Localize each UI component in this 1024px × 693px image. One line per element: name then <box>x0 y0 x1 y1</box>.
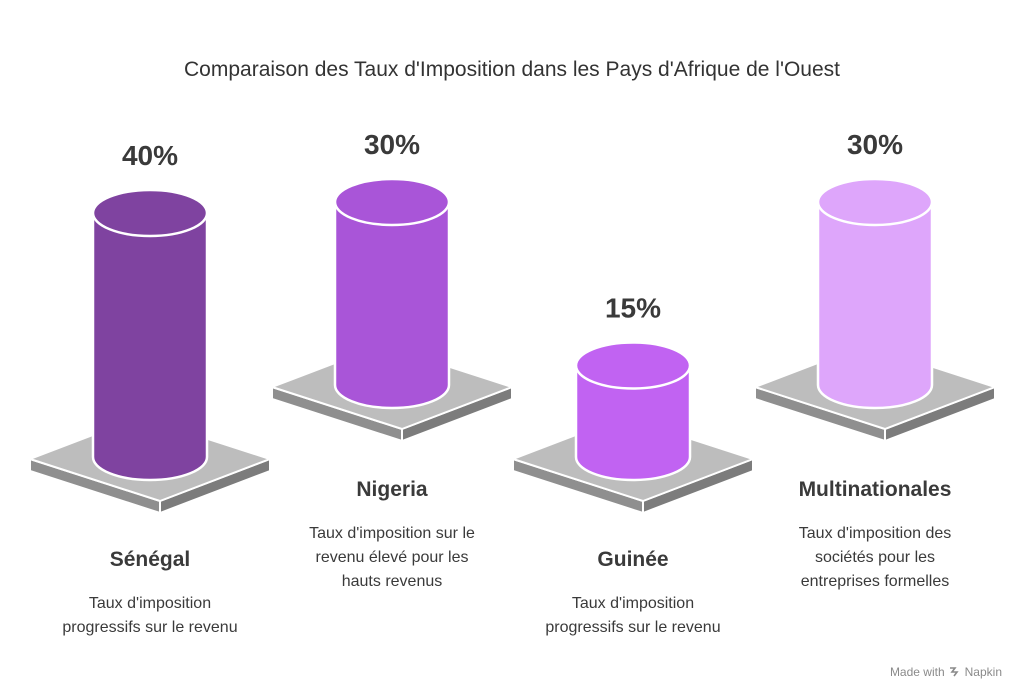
watermark-text: Made with <box>889 665 945 679</box>
bar-cylinder-top <box>574 341 692 390</box>
category-description: Taux d'imposition des sociétés pour les en… <box>745 522 1005 594</box>
bar-cylinder-body <box>816 200 934 410</box>
category-name: Guinée <box>597 548 669 571</box>
bar-cylinder-top <box>816 177 934 227</box>
napkin-logo-icon <box>949 667 959 677</box>
bar-cylinder-body <box>574 364 692 482</box>
watermark: Made with Napkin <box>890 665 1002 679</box>
bar-cylinder-body <box>91 211 209 482</box>
bar-cylinder-body <box>333 200 451 410</box>
description-line: hauts revenus <box>341 573 443 590</box>
category-description: Taux d'imposition progressifs sur le reve… <box>503 592 763 640</box>
description-line: Taux d'imposition <box>571 595 695 612</box>
category-description: Taux d'imposition progressifs sur le reve… <box>20 592 280 640</box>
description-line: progressifs sur le revenu <box>545 619 721 636</box>
description-line: progressifs sur le revenu <box>62 619 238 636</box>
description-line: entreprises formelles <box>800 573 950 590</box>
category-name: Sénégal <box>109 548 191 571</box>
description-line: sociétés pour les <box>814 549 936 566</box>
description-line: Taux d'imposition des <box>798 525 952 542</box>
watermark-brand: Napkin <box>964 665 1002 679</box>
category-description: Taux d'imposition sur le revenu élevé pou… <box>262 522 522 594</box>
bar-cylinder-top <box>333 177 451 227</box>
description-line: revenu élevé pour les <box>315 549 469 566</box>
value-label: 40% <box>122 140 178 171</box>
chart-title: Comparaison des Taux d'Imposition dans l… <box>184 58 840 81</box>
value-label: 15% <box>605 293 661 324</box>
description-line: Taux d'imposition <box>88 595 212 612</box>
bar-cylinder-top <box>91 188 209 238</box>
category-name: Nigeria <box>356 478 428 501</box>
value-label: 30% <box>847 129 903 160</box>
value-label: 30% <box>364 129 420 160</box>
description-line: Taux d'imposition sur le <box>309 525 475 542</box>
category-name: Multinationales <box>798 478 952 501</box>
